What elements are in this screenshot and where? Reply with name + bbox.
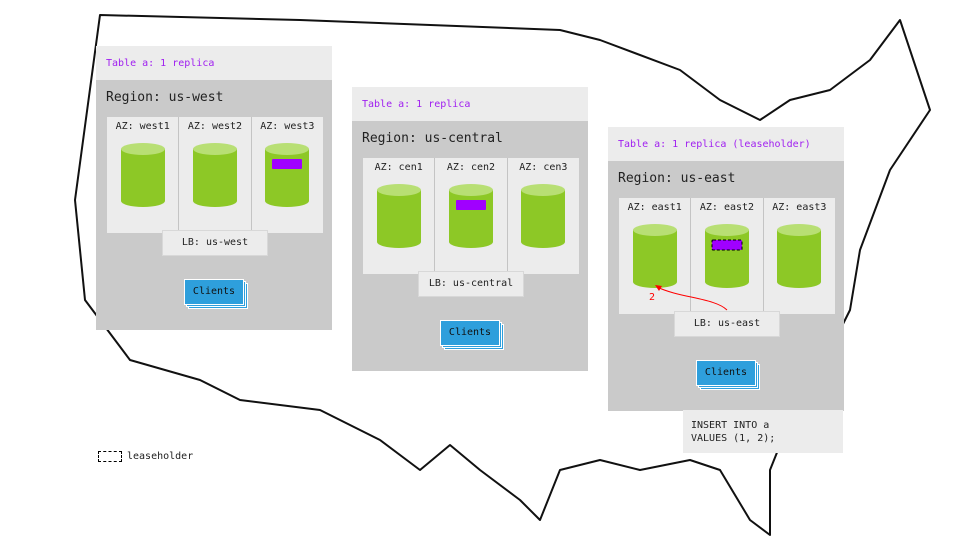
az-row: AZ: east1 AZ: east2 AZ: east3	[619, 198, 835, 314]
database-node-icon	[265, 143, 310, 207]
az-label: AZ: west3	[260, 121, 315, 132]
database-node-icon	[632, 224, 677, 288]
az-label: AZ: cen3	[519, 162, 568, 173]
load-balancer: LB: us-east	[674, 311, 780, 337]
load-balancer: LB: us-west	[162, 230, 268, 256]
az-column: AZ: cen3	[508, 158, 579, 274]
clients-stack: Clients	[440, 320, 504, 350]
leaseholder-replica	[711, 239, 743, 251]
az-label: AZ: west1	[115, 121, 170, 132]
clients-label: Clients	[696, 360, 756, 386]
region-panel: Region: us-central AZ: cen1 AZ: cen2 AZ:…	[352, 121, 588, 371]
az-column: AZ: west3	[252, 117, 323, 233]
az-row: AZ: west1 AZ: west2 AZ: west3	[107, 117, 323, 233]
database-node-icon	[777, 224, 822, 288]
az-column: AZ: cen2	[435, 158, 508, 274]
table-replica-header: Table a: 1 replica	[96, 46, 332, 80]
table-replica-header: Table a: 1 replica (leaseholder)	[608, 127, 844, 161]
az-label: AZ: cen2	[446, 162, 496, 173]
replica	[272, 159, 303, 169]
database-node-icon	[704, 224, 749, 288]
region-panel: Region: us-west AZ: west1 AZ: west2 AZ: …	[96, 80, 332, 330]
az-label: AZ: east2	[699, 202, 755, 213]
az-column: AZ: west2	[179, 117, 252, 233]
region-title: Region: us-west	[106, 90, 224, 105]
az-row: AZ: cen1 AZ: cen2 AZ: cen3	[363, 158, 579, 274]
az-column: AZ: east1	[619, 198, 692, 314]
clients-stack: Clients	[184, 279, 248, 309]
az-label: AZ: east1	[627, 202, 682, 213]
az-label: AZ: west2	[187, 121, 243, 132]
legend-label: leaseholder	[127, 451, 194, 462]
az-column: AZ: east3	[764, 198, 835, 314]
az-column: AZ: east2	[691, 198, 764, 314]
az-column: AZ: west1	[107, 117, 180, 233]
clients-label: Clients	[184, 279, 244, 305]
az-label: AZ: east3	[772, 202, 827, 213]
replica	[455, 200, 486, 210]
az-label: AZ: cen1	[374, 162, 423, 173]
dashed-box-icon	[98, 451, 122, 462]
clients-label: Clients	[440, 320, 500, 346]
sql-statement: INSERT INTO a VALUES (1, 2);	[683, 410, 843, 453]
az-column: AZ: cen1	[363, 158, 436, 274]
load-balancer: LB: us-central	[418, 271, 524, 297]
region-panel: Region: us-east AZ: east1 AZ: east2 AZ: …	[608, 161, 844, 411]
table-replica-header: Table a: 1 replica	[352, 87, 588, 121]
database-node-icon	[192, 143, 237, 207]
database-node-icon	[376, 184, 421, 248]
region-title: Region: us-central	[362, 131, 503, 146]
region-title: Region: us-east	[618, 171, 736, 186]
database-node-icon	[448, 184, 493, 248]
database-node-icon	[120, 143, 165, 207]
database-node-icon	[521, 184, 566, 248]
clients-stack: Clients	[696, 360, 760, 390]
legend: leaseholder	[98, 451, 193, 462]
